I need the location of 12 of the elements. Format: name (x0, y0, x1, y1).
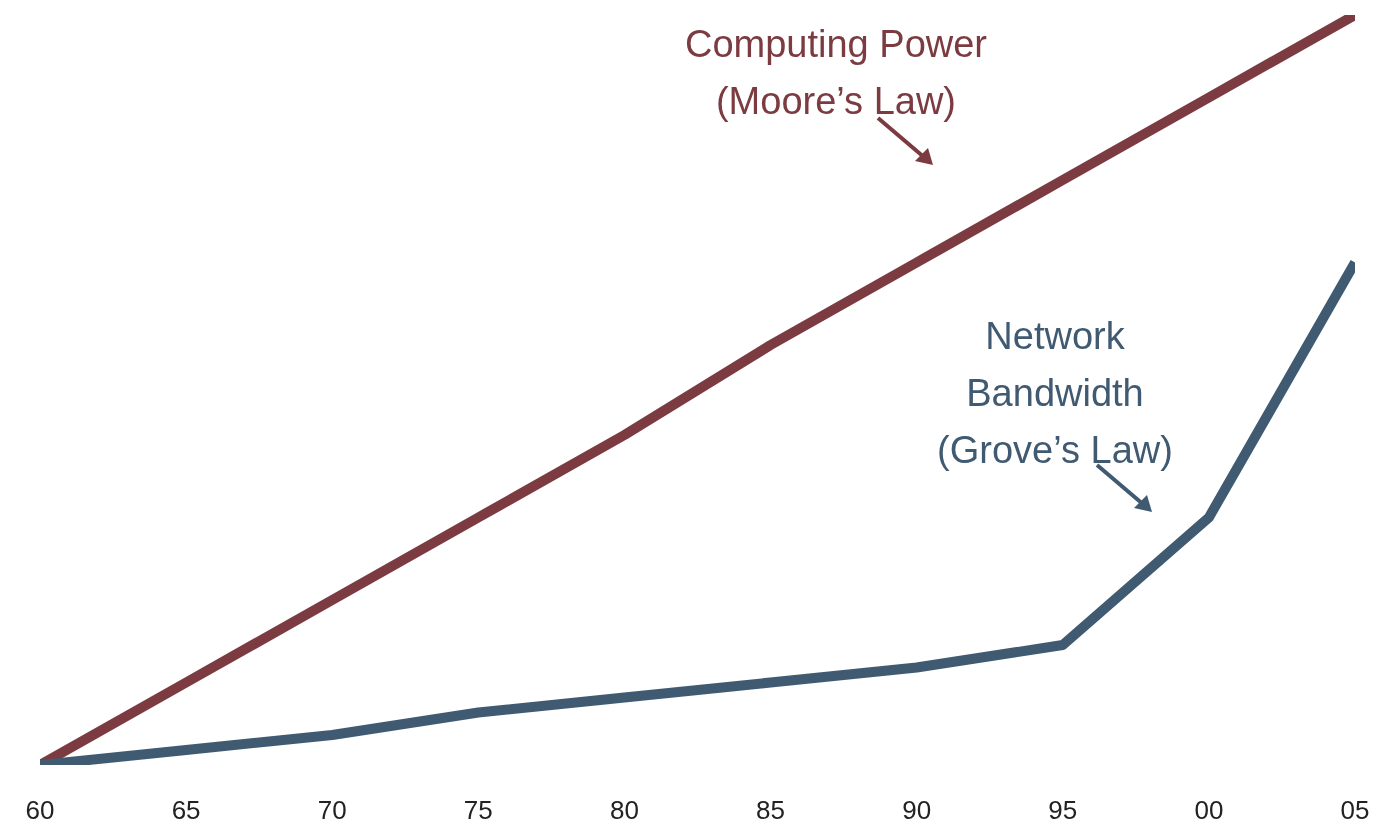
x-tick-label: 95 (1048, 795, 1078, 826)
x-tick-label: 80 (609, 795, 639, 826)
annotation: Network Bandwidth (Grove’s Law) (936, 314, 1174, 473)
annotation: Computing Power (Moore’s Law) (683, 22, 988, 124)
x-tick-label: 00 (1194, 795, 1224, 826)
x-tick-label: 85 (756, 795, 786, 826)
x-tick-label: 70 (317, 795, 347, 826)
x-tick-label: 60 (25, 795, 55, 826)
x-tick-label: 75 (463, 795, 493, 826)
x-tick-label: 65 (171, 795, 201, 826)
x-tick-label: 05 (1340, 795, 1370, 826)
x-tick-label: 90 (902, 795, 932, 826)
